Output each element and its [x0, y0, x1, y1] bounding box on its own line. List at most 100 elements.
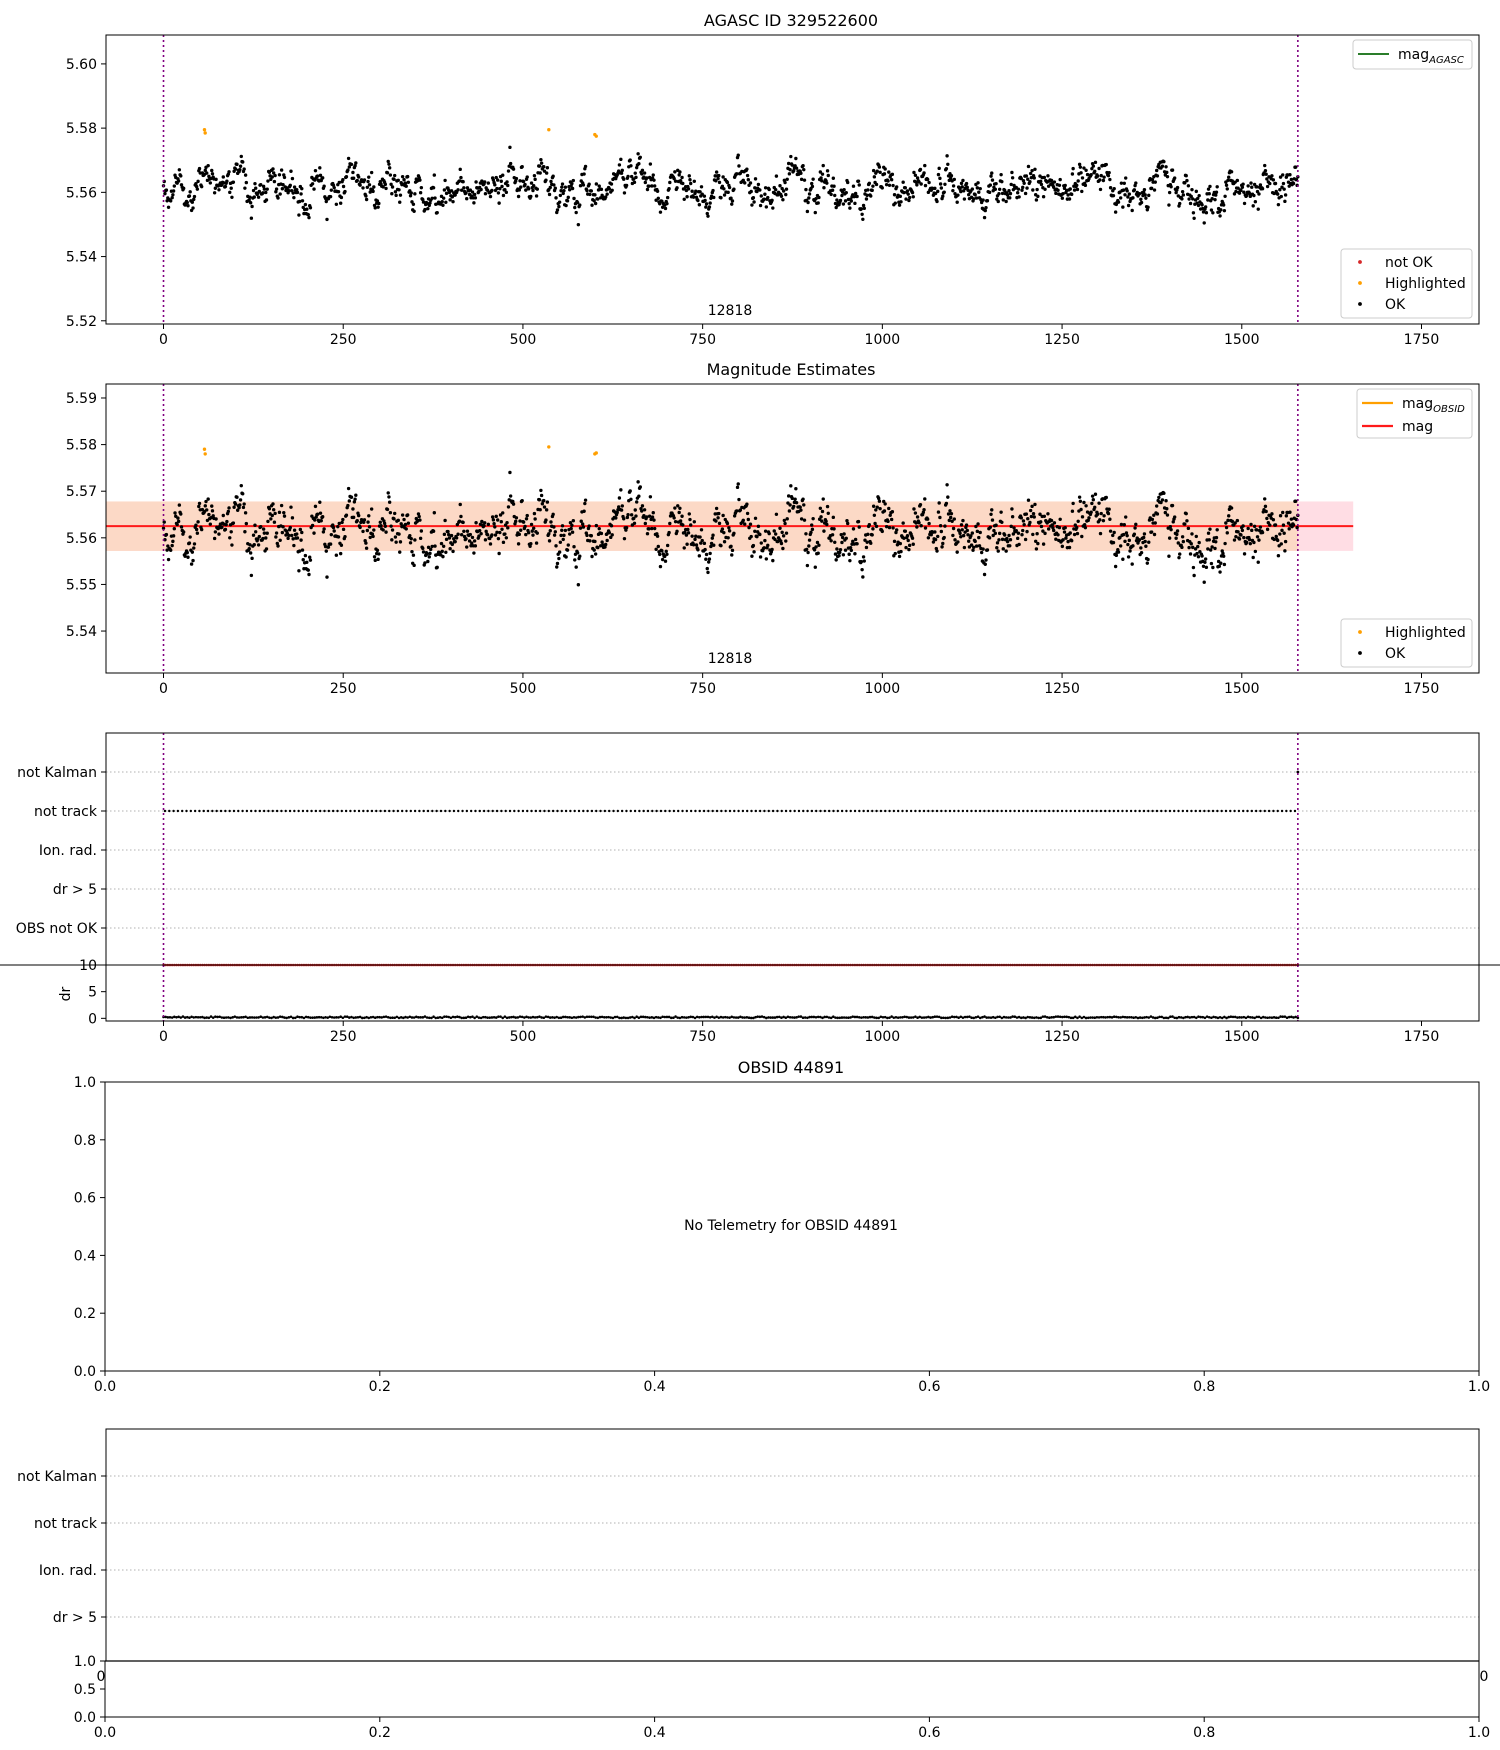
mag-estimate-ok-point [1071, 501, 1075, 506]
obsid-44891-ytick-label: 0.4 [74, 1248, 96, 1264]
mag-estimate-ok-point [1011, 532, 1016, 536]
dr-ok-point [1268, 1016, 1272, 1019]
agasc-ok-point [277, 173, 282, 177]
agasc-ok-point [871, 168, 876, 173]
agasc-ok-point [1224, 183, 1229, 187]
dr-ok-point [257, 1016, 260, 1019]
dr-ok-point [423, 1015, 427, 1018]
dr-ytick-label: 0 [88, 1011, 97, 1027]
agasc-ok-point [1246, 184, 1250, 188]
dr-ok-point [1108, 1015, 1112, 1019]
mag-estimate-ok-point [390, 528, 395, 532]
mag-estimate-ok-point [837, 554, 841, 558]
agasc-ok-point [840, 193, 844, 198]
agasc-ok-point [690, 189, 694, 193]
mag-estimate-ok-point [1232, 538, 1237, 542]
agasc-ok-point [511, 167, 516, 171]
obsid-44891-ytick-label: 0.2 [74, 1306, 96, 1322]
mag-estimate-ok-point [959, 534, 963, 539]
flag-point-not-track [1078, 809, 1081, 813]
flag-point-not-track [633, 809, 637, 813]
flag-point-not-track [1207, 809, 1210, 813]
mag-estimate-ok-point [1113, 564, 1118, 569]
mag-estimate-ok-point [1101, 518, 1106, 523]
mag-estimate-ok-point [226, 509, 231, 514]
dr-ok-point [685, 1016, 688, 1019]
flag-point-not-track [224, 809, 227, 813]
agasc-ok-point [1099, 173, 1103, 178]
mag-estimate-ok-point [1008, 537, 1013, 542]
mag-estimate-ok-point [806, 550, 810, 555]
flag-point-not-track [599, 809, 602, 813]
agasc-ok-point [864, 197, 869, 201]
agasc-ok-point [691, 195, 696, 199]
dr-ok-point [689, 1015, 693, 1019]
agasc-ok-point [771, 206, 775, 210]
mag-estimate-ok-point [238, 503, 242, 507]
agasc-ok-point [364, 194, 368, 198]
agasc-ok-point [861, 203, 866, 208]
agasc-ok-point [981, 198, 985, 202]
mag-estimate-ok-point [265, 531, 269, 535]
flag-point-not-track [879, 809, 883, 813]
mag-estimate-ok-point [652, 518, 656, 522]
mag-estimate-ok-point [682, 546, 686, 550]
mag-estimate-ok-point [257, 534, 261, 539]
mag-estimate-ok-point [736, 482, 740, 486]
mag-estimate-ok-point [842, 532, 846, 536]
mag-estimate-ok-point [464, 537, 468, 541]
dr-ok-point [1182, 1016, 1185, 1020]
dr-ok-point [415, 1015, 418, 1019]
obsid-44891-ytick-label: 0.6 [74, 1191, 96, 1207]
flag-point-not-track [452, 809, 456, 813]
agasc-ok-point [820, 172, 825, 176]
dr-ok-point [775, 1015, 779, 1019]
mag-estimate-ok-point [678, 519, 683, 523]
mag-estimate-ok-point [1090, 494, 1095, 498]
mag-estimate-ok-point [425, 552, 429, 556]
flag-point-not-track [694, 809, 697, 813]
mag-estimate-ok-point [412, 563, 416, 568]
flag-point-not-track [586, 809, 589, 813]
mag-estimate-ok-point [552, 533, 557, 537]
mag-estimate-ok-point [772, 529, 776, 533]
mag-estimate-ok-point [1126, 555, 1131, 559]
dr-ok-point [438, 1016, 442, 1019]
agasc-ok-point [454, 190, 459, 195]
mag-estimate-ok-point [458, 502, 462, 507]
mag-estimate-ok-point [320, 515, 325, 519]
agasc-ok-point [1119, 181, 1124, 185]
dr-ok-point [680, 1015, 684, 1019]
dr-ok-point [1089, 1016, 1092, 1019]
agasc-ok-point [259, 183, 263, 187]
agasc-ok-point [1281, 173, 1285, 177]
mag-estimate-ok-point [770, 547, 774, 552]
mag-estimate-ok-point [971, 548, 975, 552]
agasc-ok-point [825, 181, 829, 185]
agasc-ok-point [855, 194, 859, 199]
dr-ok-point [866, 1016, 870, 1019]
mag-estimate-ok-point [1169, 527, 1173, 532]
mag-estimate-ok-point [298, 527, 303, 532]
mag-estimate-ok-point [902, 536, 906, 540]
dr-ok-point [736, 1016, 740, 1019]
mag-estimate-ok-point [978, 530, 982, 535]
flag-point-not-track [1138, 809, 1141, 813]
mag-estimate-ok-point [1058, 517, 1062, 521]
dr-ok-point [821, 1016, 824, 1020]
agasc-ok-point [892, 193, 897, 197]
agasc-ok-point [310, 182, 315, 186]
mag-estimate-ok-point [766, 543, 770, 548]
agasc-ok-point [1061, 192, 1065, 196]
agasc-ok-point [1248, 194, 1253, 199]
dr-ok-point [972, 1016, 976, 1020]
mag-estimate-ok-point [1263, 504, 1268, 509]
flag-point-not-track [556, 809, 559, 813]
mag-estimate-ok-point [181, 530, 186, 534]
mag-estimate-ok-point [693, 537, 697, 542]
agasc-ok-point [1283, 199, 1287, 204]
obsid-44891-xtick-label: 0.0 [94, 1379, 116, 1395]
dr-ok-point [313, 1016, 317, 1019]
legend-label-ok: OK [1385, 297, 1406, 313]
mag-estimate-ok-point [448, 547, 452, 551]
